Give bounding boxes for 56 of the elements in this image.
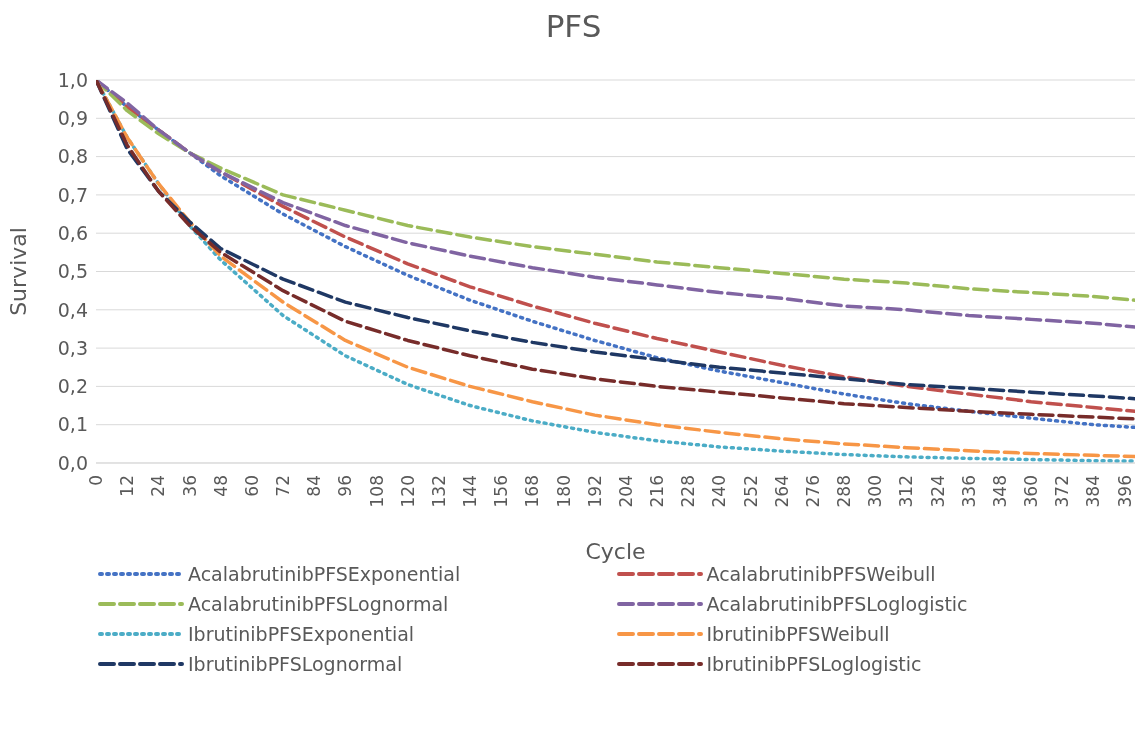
- x-tick-label: 288: [834, 475, 855, 508]
- y-tick-label: 0,5: [57, 260, 88, 283]
- x-tick-label: 204: [615, 475, 636, 508]
- x-tick-label: 216: [647, 475, 668, 508]
- chart-title: PFS: [544, 8, 603, 46]
- x-tick-label: 168: [522, 475, 543, 508]
- x-tick-label: 156: [491, 475, 512, 508]
- legend-label: IbrutinibPFSLognormal: [188, 653, 403, 675]
- x-tick-label: 120: [397, 475, 418, 508]
- x-tick-label: 384: [1083, 475, 1104, 508]
- x-tick-label: 312: [896, 475, 917, 508]
- x-tick-label: 48: [210, 475, 231, 497]
- x-tick-label: 0: [86, 475, 106, 486]
- x-tick-label: 396: [1114, 475, 1135, 508]
- x-tick-label: 336: [958, 475, 979, 508]
- y-tick-label: 0,8: [57, 145, 88, 168]
- x-tick-label: 144: [460, 475, 481, 508]
- y-tick-label: 1,0: [57, 68, 88, 91]
- x-tick-label: 84: [304, 475, 325, 497]
- x-tick-label: 264: [771, 475, 792, 508]
- x-tick-label: 252: [740, 475, 761, 508]
- x-tick-label: 24: [148, 475, 169, 497]
- x-tick-label: 36: [179, 475, 200, 497]
- y-tick-label: 0,3: [57, 336, 88, 359]
- x-tick-label: 96: [335, 475, 356, 497]
- y-tick-label: 0,9: [57, 107, 88, 130]
- x-tick-label: 60: [241, 475, 262, 497]
- x-tick-label: 240: [709, 475, 730, 508]
- y-tick-label: 0,0: [57, 451, 88, 474]
- legend-label: AcalabrutinibPFSLoglogistic: [706, 593, 968, 615]
- legend-label: AcalabrutinibPFSWeibull: [706, 563, 936, 585]
- x-tick-label: 192: [584, 475, 605, 508]
- y-tick-label: 0,4: [57, 298, 88, 321]
- x-tick-label: 300: [865, 475, 886, 508]
- legend-label: IbrutinibPFSLoglogistic: [706, 653, 922, 675]
- legend-label: IbrutinibPFSExponential: [188, 623, 415, 645]
- y-axis-title: Survival: [5, 227, 31, 316]
- y-tick-label: 0,7: [57, 183, 88, 206]
- y-tick-label: 0,1: [57, 413, 88, 436]
- x-tick-label: 348: [989, 475, 1010, 508]
- legend-label: AcalabrutinibPFSExponential: [188, 563, 461, 585]
- x-tick-label: 228: [678, 475, 699, 508]
- legend-label: IbrutinibPFSWeibull: [706, 623, 890, 645]
- x-tick-label: 12: [117, 475, 138, 497]
- x-tick-label: 72: [273, 475, 294, 497]
- y-tick-label: 0,2: [57, 375, 88, 398]
- x-tick-label: 180: [553, 475, 574, 508]
- legend-label: AcalabrutinibPFSLognormal: [188, 593, 449, 615]
- y-tick-label: 0,6: [57, 221, 88, 244]
- x-tick-label: 372: [1052, 475, 1073, 508]
- x-tick-label: 360: [1021, 475, 1042, 508]
- x-tick-label: 276: [802, 475, 823, 508]
- x-tick-label: 132: [428, 475, 449, 508]
- x-tick-label: 108: [366, 475, 387, 508]
- x-tick-label: 324: [927, 475, 948, 508]
- x-axis-title: Cycle: [585, 539, 646, 564]
